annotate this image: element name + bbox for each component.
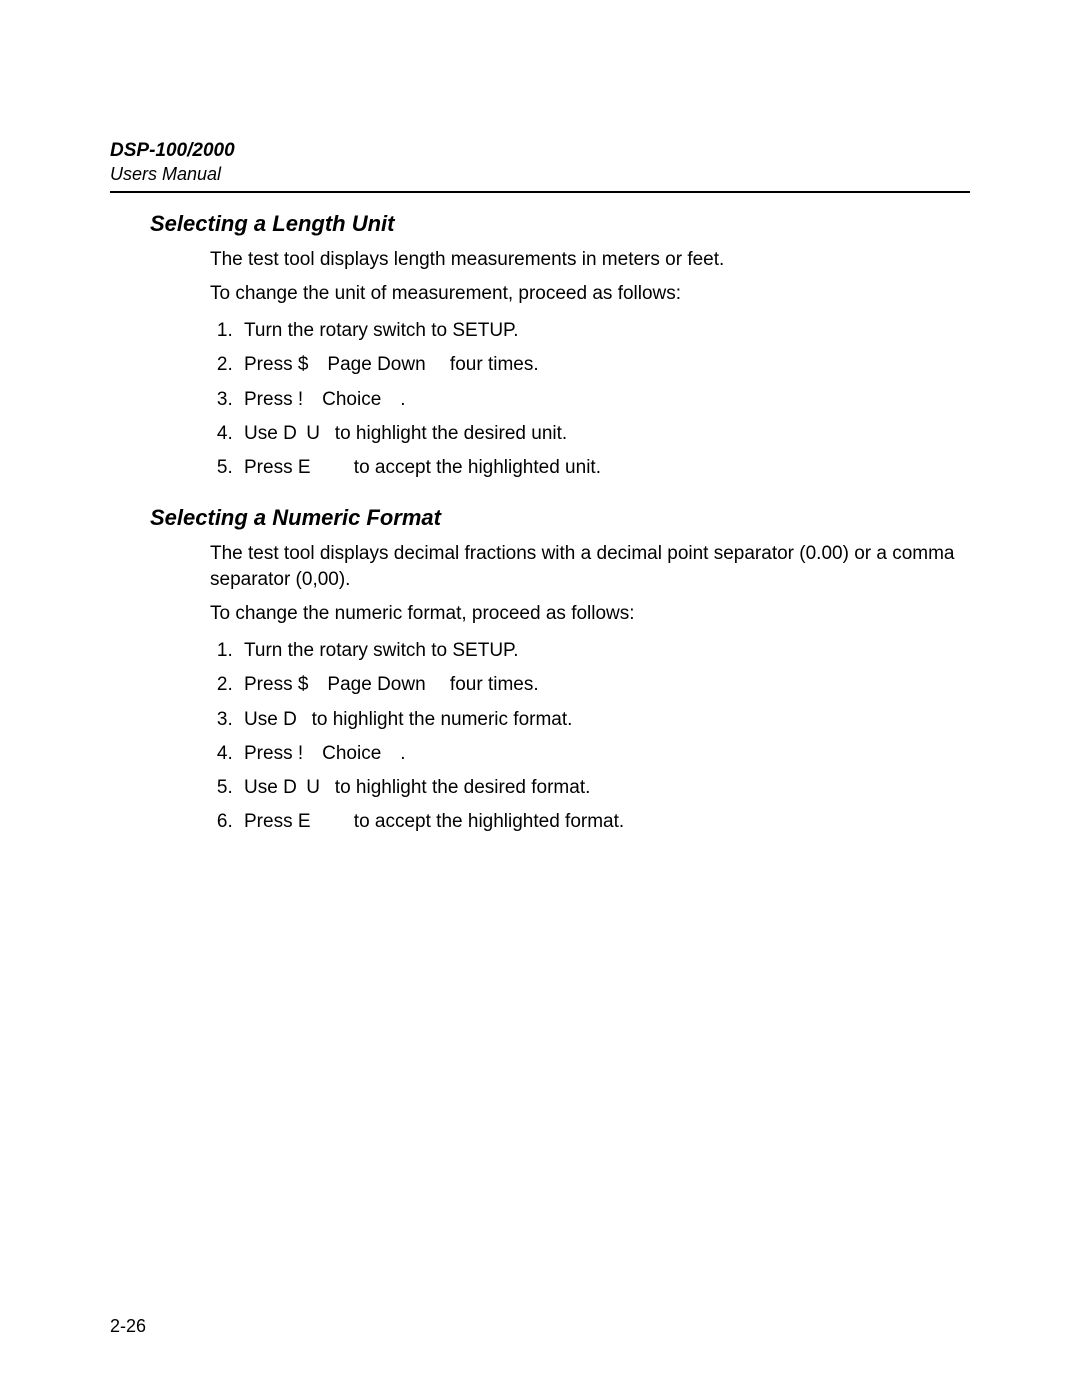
list-item: Press ! Choice . (238, 383, 970, 417)
body-paragraph: The test tool displays decimal fractions… (210, 541, 970, 592)
body-paragraph: To change the numeric format, proceed as… (210, 601, 970, 627)
list-item: Turn the rotary switch to SETUP. (238, 634, 970, 668)
step-list: Turn the rotary switch to SETUP. Press $… (210, 634, 970, 839)
body-paragraph: The test tool displays length measuremen… (210, 247, 970, 273)
section-title: Selecting a Length Unit (150, 211, 970, 237)
product-name: DSP-100/2000 (110, 140, 970, 162)
list-item: Press $ Page Down four times. (238, 348, 970, 382)
list-item: Use D to highlight the numeric format. (238, 703, 970, 737)
section-title: Selecting a Numeric Format (150, 505, 970, 531)
page-header: DSP-100/2000 Users Manual (110, 140, 970, 185)
list-item: Use D U to highlight the desired unit. (238, 417, 970, 451)
header-rule (110, 191, 970, 193)
page-number: 2-26 (110, 1316, 146, 1337)
list-item: Press $ Page Down four times. (238, 668, 970, 702)
list-item: Use D U to highlight the desired format. (238, 771, 970, 805)
body-paragraph: To change the unit of measurement, proce… (210, 281, 970, 307)
manual-page: DSP-100/2000 Users Manual Selecting a Le… (0, 0, 1080, 1397)
manual-label: Users Manual (110, 164, 970, 185)
list-item: Press E to accept the highlighted format… (238, 805, 970, 839)
step-list: Turn the rotary switch to SETUP. Press $… (210, 314, 970, 485)
list-item: Press ! Choice . (238, 737, 970, 771)
list-item: Press E to accept the highlighted unit. (238, 451, 970, 485)
list-item: Turn the rotary switch to SETUP. (238, 314, 970, 348)
